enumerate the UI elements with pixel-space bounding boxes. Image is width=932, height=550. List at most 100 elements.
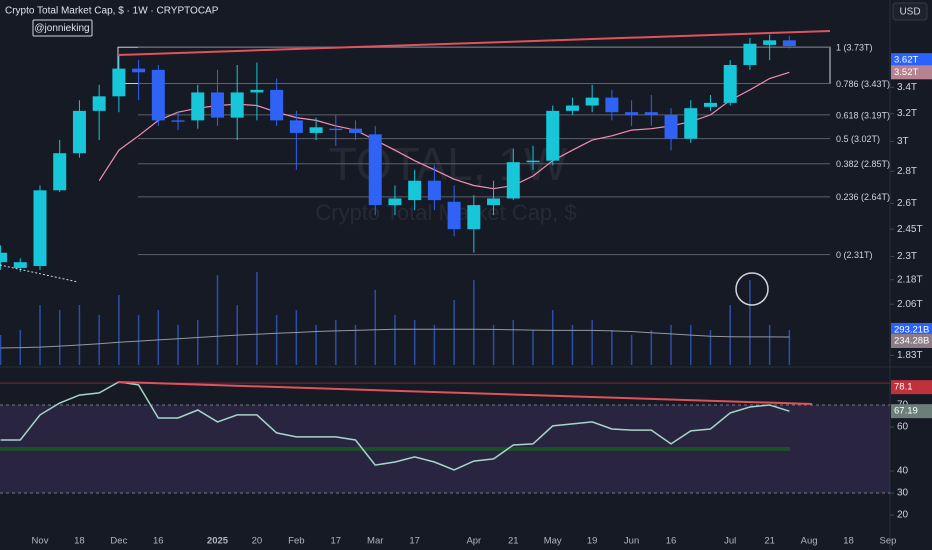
- y-tick-label: 2.3T: [897, 251, 917, 262]
- candle-body: [132, 68, 146, 73]
- volume-bar: [532, 329, 534, 365]
- x-tick-label: Feb: [288, 536, 304, 547]
- fib-label: 0 (2.31T): [836, 250, 873, 260]
- x-tick-label: 16: [153, 536, 164, 547]
- candle-body: [644, 112, 658, 115]
- volume-bar: [729, 305, 731, 365]
- candle-body: [526, 160, 540, 163]
- volume-bar: [709, 329, 712, 365]
- volume-bar: [394, 314, 396, 365]
- volume-bar: [315, 324, 317, 365]
- fib-label: 0.618 (3.19T): [836, 110, 890, 120]
- volume-bar: [551, 310, 554, 365]
- x-tick-label: 21: [764, 536, 775, 547]
- x-tick-label: Dec: [110, 536, 127, 547]
- candle-body: [605, 97, 619, 113]
- fib-label: 0.382 (2.85T): [836, 159, 890, 169]
- volume-bar: [433, 324, 436, 365]
- price-tag-box: [891, 322, 932, 337]
- candle-body: [447, 201, 461, 230]
- candle-body: [565, 105, 579, 111]
- candle-body: [33, 190, 47, 267]
- y-tick-label: 20: [897, 510, 909, 521]
- candle-body: [743, 43, 757, 65]
- price-pane: 3.4T 3.2T 3T 2.8T 2.6T 2.45T 2.3T 2.18T 2.06T 1.8…: [0, 34, 932, 365]
- currency-button[interactable]: [892, 2, 928, 21]
- y-tick-label: 1.83T: [897, 350, 923, 361]
- candle-body: [289, 120, 303, 133]
- x-tick-label: 17: [331, 536, 342, 547]
- x-tick-label: 18: [843, 536, 854, 547]
- candle-body: [309, 127, 323, 133]
- fib-label: 0.5 (3.02T): [836, 134, 880, 144]
- candle-body: [467, 205, 481, 230]
- y-tick-label: 2.8T: [897, 166, 917, 177]
- candle-body: [487, 198, 501, 206]
- y-tick-label: 2.45T: [897, 224, 923, 235]
- candle-body: [427, 180, 441, 201]
- volume-bar: [630, 335, 633, 365]
- volume-bar: [177, 324, 179, 365]
- candle-body: [171, 120, 185, 122]
- volume-ma-line: [0, 328, 790, 349]
- volume-bar: [354, 324, 357, 365]
- candle-body: [703, 102, 717, 107]
- y-tick-label: 40: [897, 466, 909, 477]
- trend-line: [0, 264, 79, 283]
- volume-bar: [374, 289, 376, 365]
- y-tick-label: 2.18T: [897, 274, 923, 285]
- volume-bar: [690, 324, 692, 365]
- rsi-pane: 706040302078.167.19: [0, 380, 932, 521]
- y-tick-label: 2.06T: [897, 299, 923, 310]
- y-tick-label: 3.4T: [897, 82, 917, 93]
- candle-body: [92, 96, 106, 111]
- chart-title: Crypto Total Market Cap, $ · 1W · CRYPTO…: [5, 6, 219, 17]
- candle-body: [723, 64, 737, 103]
- y-tick-label: 60: [897, 422, 909, 433]
- candle-body: [782, 40, 796, 47]
- highlight-circle: [735, 272, 769, 306]
- candle-body: [388, 198, 402, 206]
- price-tag-box: [891, 334, 932, 349]
- volume-bar: [0, 335, 2, 365]
- volume-bar: [137, 314, 140, 365]
- volume-bar: [335, 319, 337, 365]
- candle-body: [0, 252, 8, 263]
- x-tick-label: Aug: [801, 536, 818, 547]
- x-tick-label: 20: [252, 536, 263, 547]
- candle-body: [368, 134, 382, 206]
- y-tick-label: 2.6T: [897, 198, 917, 209]
- volume-bar: [157, 310, 160, 365]
- price-tag-box: [891, 65, 932, 80]
- x-tick-label: 18: [74, 536, 85, 547]
- candle-body: [72, 110, 86, 154]
- volume-bar: [275, 314, 278, 365]
- x-tick-label: Mar: [367, 536, 383, 547]
- candle-body: [53, 153, 67, 191]
- volume-bar: [58, 310, 61, 365]
- volume-bar: [453, 300, 455, 365]
- volume-bar: [650, 329, 653, 365]
- candle-body: [151, 69, 165, 121]
- volume-bar: [611, 329, 613, 365]
- volume-bar: [512, 319, 515, 365]
- candle-body: [684, 108, 698, 139]
- fib-label: 0.786 (3.43T): [836, 79, 890, 89]
- x-tick-label: Sep: [880, 536, 897, 547]
- fib-label: 1 (3.73T): [836, 43, 873, 53]
- fib-label: 0.236 (2.64T): [836, 192, 890, 202]
- currency-label[interactable]: USD: [899, 7, 920, 18]
- price-tag-label: 3.62T: [894, 55, 918, 66]
- price-tag-box: [891, 380, 932, 395]
- author-box: [32, 19, 93, 37]
- x-tick-label: Jul: [724, 536, 736, 547]
- candle-body: [546, 110, 560, 161]
- candle-body: [763, 40, 777, 45]
- price-tag-label: 234.28B: [894, 336, 929, 347]
- volume-bar: [197, 319, 199, 365]
- x-tick-label: 17: [409, 536, 420, 547]
- y-tick-label: 3.2T: [897, 108, 917, 119]
- x-tick-label: 21: [508, 536, 519, 547]
